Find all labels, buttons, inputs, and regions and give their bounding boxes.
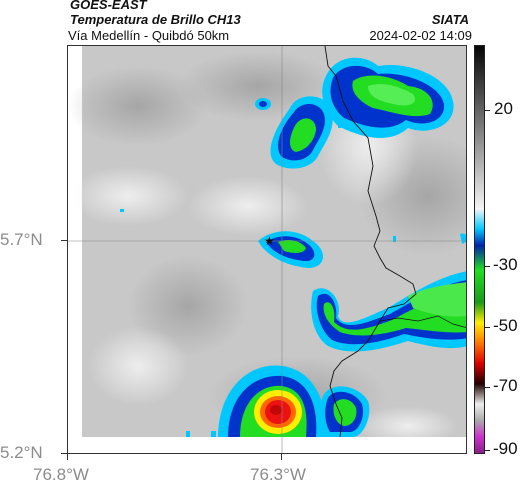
- lon-tick-label: 76.8°W: [33, 465, 89, 484]
- satellite-map[interactable]: ★: [67, 45, 467, 454]
- datetime-label: 2024-02-02 14:09: [369, 28, 472, 43]
- lat-tick-label: 5.7°N: [0, 230, 43, 249]
- map-bottom-margin: [68, 437, 466, 453]
- lat-tick-mark: [61, 453, 67, 454]
- colorbar-tick-mark: [485, 327, 490, 328]
- cloud-bottom-right-cell: [319, 386, 370, 437]
- colorbar-tick-mark: [485, 266, 490, 267]
- cloud-top-right: [322, 57, 454, 138]
- cloud-upper-center: [270, 96, 333, 169]
- cloud-center-band: [258, 231, 324, 268]
- lat-tick-label: 5.2°N: [0, 443, 43, 462]
- cloud-bottom-cell: [218, 365, 327, 437]
- lon-tick-mark: [67, 454, 68, 460]
- colorbar-tick-20: 20: [494, 99, 513, 118]
- product-title: Temperatura de Brillo CH13: [70, 12, 241, 27]
- star-icon: ★: [264, 234, 275, 248]
- colorbar-tick-minus70: -70: [493, 376, 518, 395]
- colorbar-tick-mark: [485, 387, 490, 388]
- border-line: [324, 46, 417, 438]
- colorbar-tick-mark: [485, 450, 490, 451]
- lon-tick-mark: [281, 454, 282, 460]
- lat-tick-mark: [61, 240, 67, 241]
- colorbar-tick-minus30: -30: [493, 255, 518, 274]
- colorbar-gradient: [475, 46, 484, 453]
- lon-tick-label: 76.3°W: [250, 465, 306, 484]
- colorbar-tick-mark: [485, 110, 490, 111]
- brand-label: SIATA: [431, 12, 469, 27]
- map-canvas: ★: [68, 46, 466, 453]
- satellite-title: GOES-EAST: [70, 0, 147, 12]
- cloud-specks: [120, 124, 466, 437]
- cloud-right-band: [311, 271, 466, 352]
- colorbar: [474, 45, 485, 454]
- route-subtitle: Vía Medellín - Quibdó 50km: [68, 28, 230, 43]
- colorbar-tick-minus90: -90: [493, 439, 518, 458]
- colorbar-tick-minus50: -50: [493, 316, 518, 335]
- border-line-branch: [379, 315, 466, 328]
